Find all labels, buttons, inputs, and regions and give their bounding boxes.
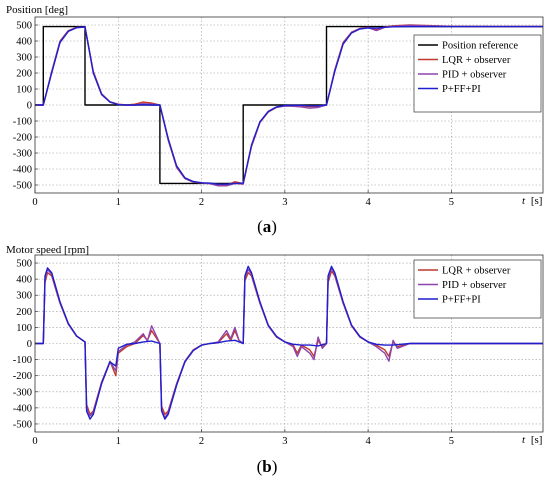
series-group <box>35 24 543 187</box>
x-tick-label: 1 <box>116 197 121 208</box>
y-tick-label: 0 <box>27 101 32 112</box>
x-tick-label: 2 <box>199 197 204 208</box>
y-tick-label: -300 <box>13 149 32 160</box>
legend-label: PID + observer <box>442 280 507 291</box>
x-tick-label: 2 <box>199 436 204 447</box>
y-tick-label: -400 <box>13 165 32 176</box>
x-tick-label: 5 <box>449 436 454 447</box>
legend-label: LQR + observer <box>442 55 511 66</box>
y-tick-label: 400 <box>16 37 32 48</box>
panel-label-a: (a) <box>257 217 277 236</box>
y-tick-label: 0 <box>27 339 32 350</box>
series-group <box>35 265 543 420</box>
series-line-0 <box>35 25 543 185</box>
legend-label: PID + observer <box>442 70 507 81</box>
y-tick-label: -400 <box>13 403 32 414</box>
y-tick-label: -200 <box>13 133 32 144</box>
series-line-3 <box>35 25 543 185</box>
y-tick-label: 400 <box>16 275 32 286</box>
ylabel-a: Position [deg] <box>6 4 68 16</box>
x-tick-label: 4 <box>365 197 371 208</box>
x-tick-label: 1 <box>116 436 121 447</box>
y-tick-label: -100 <box>13 117 32 128</box>
plot-area <box>34 254 544 433</box>
plot-area <box>34 16 544 194</box>
series-line-2 <box>35 265 543 420</box>
legend-label: Position reference <box>442 41 518 52</box>
xlabel-a: t [s] <box>522 195 542 207</box>
legend-label: P+FF+PI <box>442 84 481 95</box>
y-tick-label: 100 <box>16 85 32 96</box>
y-tick-label: 100 <box>16 323 32 334</box>
y-tick-label: -200 <box>13 371 32 382</box>
chart-panel-b: Motor speed [rpm] t [s] (b) 500400300200… <box>6 244 544 476</box>
y-tick-label: -500 <box>13 419 32 430</box>
y-tick-label: 200 <box>16 69 32 80</box>
x-tick-label: 0 <box>32 197 37 208</box>
legend: LQR + observer PID + observer P+FF+PI <box>413 259 542 319</box>
xlabel-b: t [s] <box>522 434 542 446</box>
legend: Position reference LQR + observer PID + ob… <box>413 34 542 113</box>
x-tick-label: 3 <box>282 436 287 447</box>
x-tick-label: 0 <box>32 436 37 447</box>
y-tick-label: 500 <box>16 21 32 32</box>
y-tick-label: -300 <box>13 387 32 398</box>
y-tick-label: 300 <box>16 291 32 302</box>
chart-panel-a: Position [deg] t [s] (a) 500400300200100… <box>6 4 544 236</box>
y-tick-label: 300 <box>16 53 32 64</box>
legend-label: LQR + observer <box>442 266 511 277</box>
y-tick-label: -500 <box>13 181 32 192</box>
legend-label: P+FF+PI <box>442 295 481 306</box>
y-tick-label: -100 <box>13 355 32 366</box>
x-tick-label: 3 <box>282 197 287 208</box>
ylabel-b: Motor speed [rpm] <box>6 244 89 256</box>
panel-label-b: (b) <box>257 457 278 476</box>
y-tick-label: 500 <box>16 259 32 270</box>
x-tick-label: 5 <box>449 197 454 208</box>
y-tick-label: 200 <box>16 307 32 318</box>
x-tick-label: 4 <box>365 436 371 447</box>
